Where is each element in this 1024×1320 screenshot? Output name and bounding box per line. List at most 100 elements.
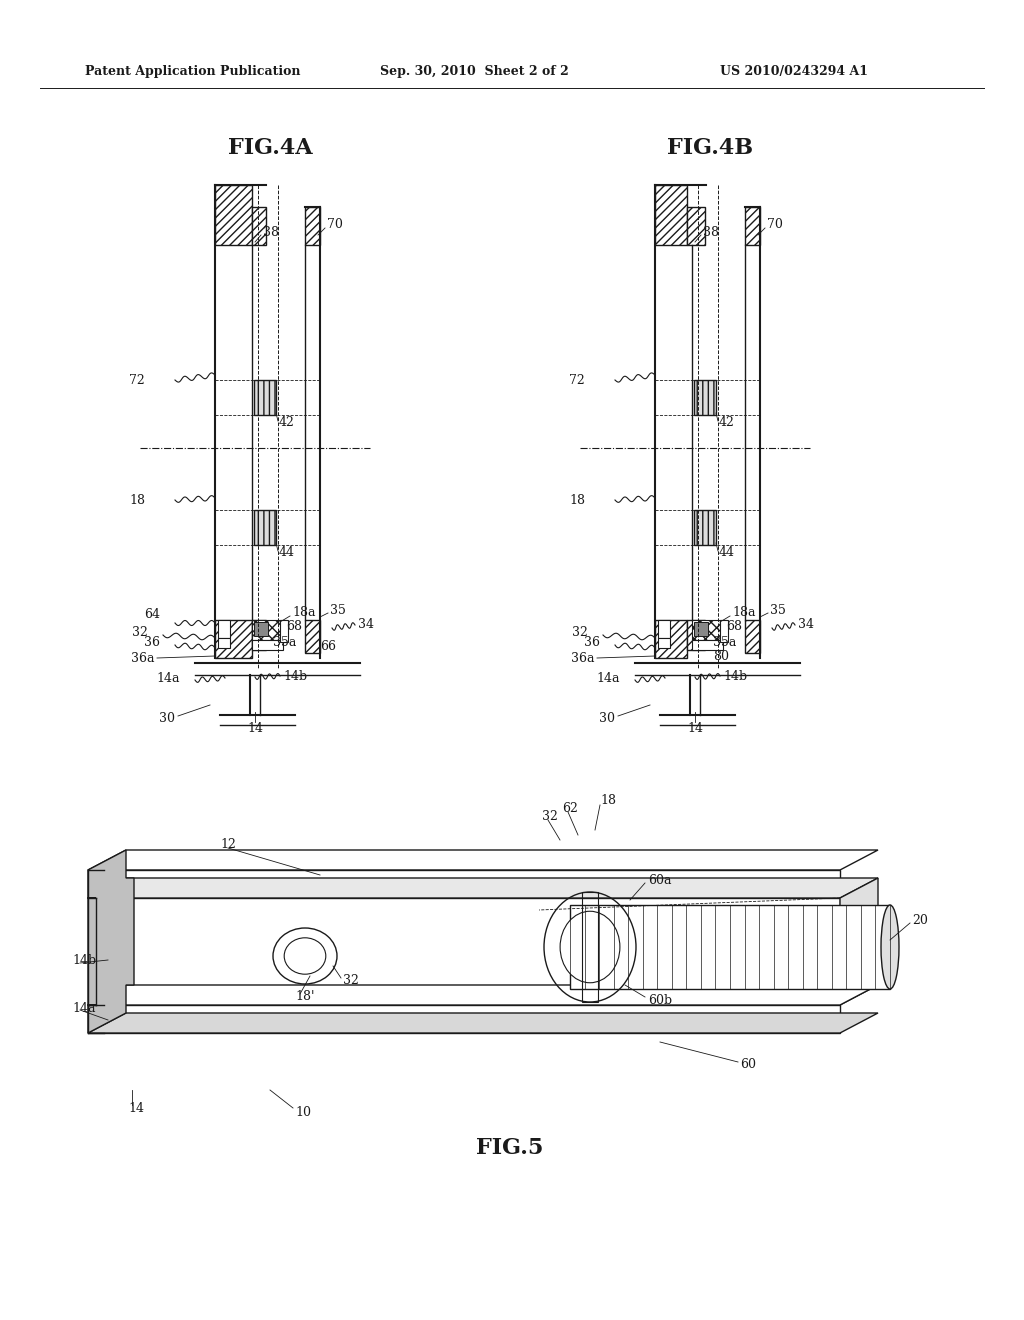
Polygon shape — [840, 878, 878, 1005]
Bar — [687, 207, 705, 246]
Text: 10: 10 — [295, 1106, 311, 1118]
Bar — [305, 620, 319, 653]
Ellipse shape — [273, 928, 337, 983]
Bar — [252, 207, 266, 246]
Text: 14: 14 — [128, 1101, 144, 1114]
Text: 72: 72 — [569, 374, 585, 387]
Text: 62: 62 — [562, 801, 578, 814]
Bar — [254, 380, 276, 414]
Text: 32: 32 — [572, 626, 588, 639]
Bar — [692, 620, 726, 640]
Polygon shape — [88, 985, 878, 1005]
Text: 36a: 36a — [131, 652, 155, 664]
Ellipse shape — [560, 911, 620, 983]
Bar — [215, 185, 252, 246]
Text: 18a: 18a — [732, 606, 756, 619]
Bar — [655, 620, 687, 657]
Text: 68: 68 — [286, 620, 302, 634]
Polygon shape — [570, 906, 890, 989]
Bar — [692, 640, 723, 649]
Bar — [254, 622, 268, 636]
Bar — [218, 638, 230, 648]
Text: 60: 60 — [740, 1059, 756, 1072]
Text: 36a: 36a — [571, 652, 595, 664]
Bar — [218, 620, 230, 638]
Text: 32: 32 — [542, 809, 558, 822]
Text: 34: 34 — [358, 618, 374, 631]
Text: Sep. 30, 2010  Sheet 2 of 2: Sep. 30, 2010 Sheet 2 of 2 — [380, 66, 568, 78]
Text: 44: 44 — [279, 546, 295, 560]
Ellipse shape — [881, 906, 899, 989]
Bar — [694, 510, 716, 545]
Bar — [655, 185, 687, 246]
Text: 32: 32 — [132, 626, 148, 639]
Text: 35a: 35a — [713, 636, 736, 649]
Polygon shape — [88, 1012, 878, 1034]
Bar — [252, 620, 266, 649]
Bar — [694, 510, 716, 545]
Text: 35a: 35a — [273, 636, 296, 649]
Bar — [658, 620, 670, 638]
Text: 60b: 60b — [648, 994, 672, 1006]
Text: FIG.4B: FIG.4B — [667, 137, 753, 158]
Text: 14a: 14a — [597, 672, 620, 685]
Text: 14a: 14a — [72, 1002, 95, 1015]
Text: 36: 36 — [584, 636, 600, 649]
Text: 18: 18 — [600, 793, 616, 807]
Bar — [215, 620, 252, 657]
Text: 42: 42 — [719, 417, 735, 429]
Text: 14b: 14b — [283, 669, 307, 682]
Text: 35: 35 — [330, 603, 346, 616]
Text: 72: 72 — [129, 374, 145, 387]
Polygon shape — [88, 870, 840, 898]
Text: 30: 30 — [159, 711, 175, 725]
Bar — [254, 510, 276, 545]
Bar — [252, 620, 286, 640]
Bar — [582, 892, 598, 1002]
Text: 18: 18 — [129, 494, 145, 507]
Text: 35: 35 — [770, 603, 785, 616]
Text: 66: 66 — [319, 639, 336, 652]
Bar — [745, 620, 760, 653]
Text: 70: 70 — [767, 219, 783, 231]
Polygon shape — [104, 898, 840, 1005]
Text: US 2010/0243294 A1: US 2010/0243294 A1 — [720, 66, 868, 78]
Bar — [658, 638, 670, 648]
Text: 60a: 60a — [648, 874, 672, 887]
Bar — [694, 380, 716, 414]
Bar — [252, 640, 283, 649]
Text: 14b: 14b — [723, 669, 748, 682]
Ellipse shape — [285, 937, 326, 974]
Text: 36: 36 — [144, 636, 160, 649]
Text: 32: 32 — [343, 974, 358, 987]
Bar — [280, 620, 288, 642]
Bar — [254, 510, 276, 545]
Bar — [694, 622, 708, 636]
Text: 18': 18' — [295, 990, 314, 1002]
Text: 34: 34 — [798, 618, 814, 631]
Polygon shape — [88, 1005, 840, 1034]
Text: 68: 68 — [726, 620, 742, 634]
Text: 14a: 14a — [157, 672, 180, 685]
Bar — [694, 380, 716, 414]
Text: 64: 64 — [144, 609, 160, 622]
Polygon shape — [88, 878, 878, 898]
Text: 12: 12 — [220, 838, 236, 851]
Text: 30: 30 — [599, 711, 615, 725]
Text: 14: 14 — [247, 722, 263, 734]
Text: 20: 20 — [912, 913, 928, 927]
Text: FIG.5: FIG.5 — [476, 1137, 544, 1159]
Bar — [720, 620, 728, 642]
Text: 18: 18 — [569, 494, 585, 507]
Text: Patent Application Publication: Patent Application Publication — [85, 66, 300, 78]
Text: 42: 42 — [279, 417, 295, 429]
Polygon shape — [88, 850, 878, 870]
Bar — [745, 207, 760, 246]
Text: 44: 44 — [719, 546, 735, 560]
Text: 38: 38 — [263, 226, 279, 239]
Text: FIG.4A: FIG.4A — [227, 137, 312, 158]
Text: 70: 70 — [327, 219, 343, 231]
Bar — [687, 620, 705, 649]
Text: 80: 80 — [713, 651, 729, 664]
Bar — [254, 380, 276, 414]
